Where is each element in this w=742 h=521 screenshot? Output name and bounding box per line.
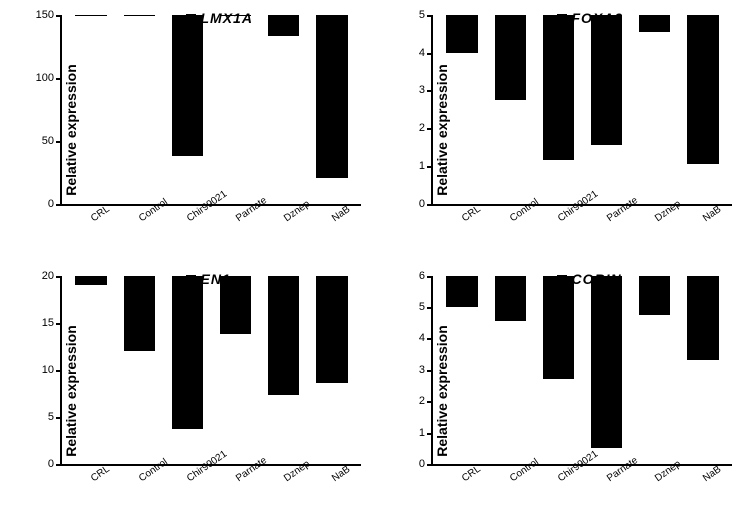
bar xyxy=(639,276,670,315)
x-tick-label: CRL xyxy=(89,203,112,223)
y-tick-label: 0 xyxy=(419,198,433,210)
y-tick-label: 4 xyxy=(419,47,433,59)
bar-slot: CRL xyxy=(438,15,486,204)
y-tick-label: 5 xyxy=(419,9,433,21)
y-tick-label: 3 xyxy=(419,364,433,376)
x-tick-label: CRL xyxy=(460,203,483,223)
bar-slot: NaB xyxy=(308,276,356,465)
y-tick-label: 50 xyxy=(42,135,62,147)
bar-slot: CRL xyxy=(67,276,115,465)
bar xyxy=(172,276,203,430)
bar-slot: Chir99021 xyxy=(163,276,211,465)
bar-slot: NaB xyxy=(679,276,727,465)
bar xyxy=(268,15,299,36)
bar-slot: Control xyxy=(486,276,534,465)
bar xyxy=(172,15,203,156)
bars-container: CRLControlChir99021ParnateDznepNaB xyxy=(62,276,361,465)
plot-area: 0123456CRLControlChir99021ParnateDznepNa… xyxy=(431,276,732,467)
bar xyxy=(316,15,347,178)
plot-area: 012345CRLControlChir99021ParnateDznepNaB xyxy=(431,15,732,206)
x-tick-label: CRL xyxy=(460,464,483,484)
bar xyxy=(495,276,526,322)
bar xyxy=(543,15,574,160)
bar-slot: Chir99021 xyxy=(534,15,582,204)
x-tick-label: CRL xyxy=(89,464,112,484)
y-tick-label: 15 xyxy=(42,317,62,329)
bar xyxy=(639,15,670,32)
bar xyxy=(220,276,251,334)
y-tick-label: 150 xyxy=(36,9,62,21)
bar xyxy=(446,276,477,307)
x-tick-label: NaB xyxy=(701,464,723,484)
bar-slot: Parnate xyxy=(212,276,260,465)
bar xyxy=(495,15,526,100)
x-tick-label: NaB xyxy=(330,203,352,223)
y-tick-label: 0 xyxy=(419,458,433,470)
y-tick-label: 3 xyxy=(419,84,433,96)
bar-slot: Parnate xyxy=(583,15,631,204)
bar xyxy=(446,15,477,53)
bar-slot: Chir99021 xyxy=(534,276,582,465)
bar-slot: Dznep xyxy=(260,15,308,204)
bar xyxy=(268,276,299,396)
bars-container: CRLControlChir99021ParnateDznepNaB xyxy=(433,15,732,204)
chart-corin: CORIN Relative expression 0123456CRLCont… xyxy=(371,261,742,521)
y-tick-label: 4 xyxy=(419,332,433,344)
bar-slot: CRL xyxy=(438,276,486,465)
bar xyxy=(75,276,106,285)
chart-foxa2: FOXA2 Relative expression 012345CRLContr… xyxy=(371,0,742,261)
y-tick-label: 2 xyxy=(419,122,433,134)
plot-area: 05101520CRLControlChir99021ParnateDznepN… xyxy=(60,276,361,467)
bar-slot: Control xyxy=(115,276,163,465)
bar xyxy=(687,276,718,361)
x-tick-label: NaB xyxy=(701,203,723,223)
bar-slot: Dznep xyxy=(631,276,679,465)
y-tick-label: 0 xyxy=(48,198,62,210)
y-tick-label: 2 xyxy=(419,395,433,407)
y-tick-label: 1 xyxy=(419,160,433,172)
bar-slot: Parnate xyxy=(583,276,631,465)
bar-slot: NaB xyxy=(679,15,727,204)
chart-lmx1a: LMX1A Relative expression 050100150CRLCo… xyxy=(0,0,371,261)
bar-slot: Parnate xyxy=(212,15,260,204)
y-tick-label: 5 xyxy=(419,301,433,313)
y-tick-label: 100 xyxy=(36,72,62,84)
y-tick-label: 20 xyxy=(42,270,62,282)
bar-slot: Control xyxy=(486,15,534,204)
bar-slot: CRL xyxy=(67,15,115,204)
plot-area: 050100150CRLControlChir99021ParnateDznep… xyxy=(60,15,361,206)
y-tick-label: 6 xyxy=(419,270,433,282)
bar-slot: NaB xyxy=(308,15,356,204)
bar-slot: Dznep xyxy=(260,276,308,465)
chart-grid: LMX1A Relative expression 050100150CRLCo… xyxy=(0,0,742,521)
y-tick-label: 5 xyxy=(48,411,62,423)
bar xyxy=(316,276,347,383)
bar xyxy=(687,15,718,164)
chart-en1: EN1 Relative expression 05101520CRLContr… xyxy=(0,261,371,521)
y-tick-label: 1 xyxy=(419,427,433,439)
bar xyxy=(124,276,155,351)
y-tick-label: 10 xyxy=(42,364,62,376)
bar xyxy=(591,276,622,449)
bar-slot: Dznep xyxy=(631,15,679,204)
bar-slot: Control xyxy=(115,15,163,204)
bar xyxy=(591,15,622,145)
bars-container: CRLControlChir99021ParnateDznepNaB xyxy=(433,276,732,465)
bar xyxy=(543,276,574,380)
bar-slot: Chir99021 xyxy=(163,15,211,204)
bars-container: CRLControlChir99021ParnateDznepNaB xyxy=(62,15,361,204)
y-tick-label: 0 xyxy=(48,458,62,470)
x-tick-label: NaB xyxy=(330,464,352,484)
